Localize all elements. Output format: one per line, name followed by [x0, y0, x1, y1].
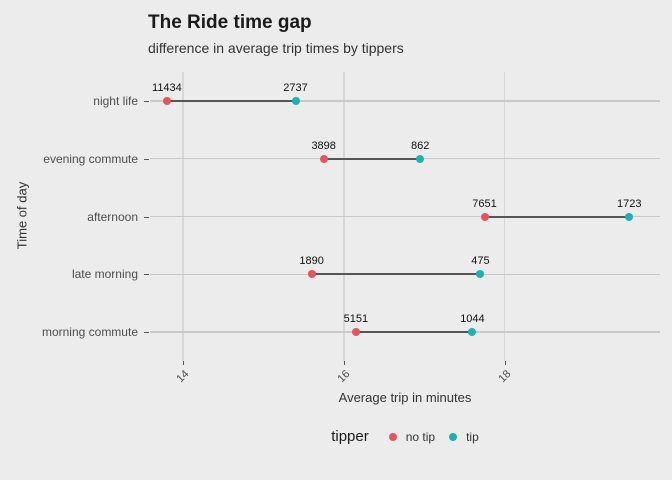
dumbbell-segment: [484, 215, 630, 218]
legend-key-dot: [449, 432, 458, 441]
point-value-label: 862: [410, 139, 430, 152]
y-axis-category-label: night life: [93, 93, 138, 108]
point-value-label: 7651: [472, 197, 497, 210]
point-value-label: 3898: [311, 139, 336, 152]
point-value-label: 2737: [283, 81, 308, 94]
y-tick-mark: [144, 158, 149, 160]
y-axis-category-label: morning commute: [41, 325, 138, 340]
data-point-tip: [416, 154, 425, 163]
point-value-label: 5151: [343, 313, 369, 326]
legend-entry-no-tip: no tip: [388, 429, 436, 444]
x-tick-mark: [183, 361, 184, 365]
data-point-tip: [476, 270, 485, 279]
data-point-tip: [468, 328, 477, 337]
dumbbell-segment: [166, 99, 296, 102]
point-value-label: 11434: [152, 81, 182, 94]
dumbbell-segment: [311, 273, 481, 276]
y-tick-mark: [144, 332, 149, 334]
y-axis-category-label: late morning: [71, 267, 138, 282]
y-axis-category-label: evening commute: [43, 151, 138, 166]
data-point-no-tip: [319, 154, 328, 163]
y-tick-mark: [144, 216, 149, 218]
y-axis-title: Time of day: [14, 181, 30, 250]
point-value-label: 1890: [299, 255, 324, 268]
legend-entry-tip: tip: [449, 430, 479, 444]
legend-entry-label: tip: [466, 429, 479, 444]
data-point-no-tip: [351, 328, 360, 337]
dumbbell-segment: [323, 157, 421, 160]
category-gridline: [150, 215, 660, 218]
data-point-no-tip: [162, 96, 171, 105]
legend-entry-label: no tip: [405, 429, 436, 444]
chart-title: The Ride time gap: [148, 12, 312, 33]
legend-key-dot: [388, 432, 397, 441]
x-tick-mark: [504, 361, 506, 365]
legend-title: tipper: [331, 428, 369, 445]
data-point-no-tip: [480, 212, 489, 221]
y-tick-mark: [144, 100, 149, 102]
y-tick-mark: [144, 274, 149, 276]
legend: tipper no tip tip: [150, 428, 660, 445]
y-axis-category-label: afternoon: [87, 209, 138, 224]
point-value-label: 475: [471, 255, 490, 268]
x-axis-title: Average trip in minutes: [338, 390, 472, 405]
category-gridline: [150, 100, 660, 102]
data-point-no-tip: [307, 270, 316, 279]
x-tick-mark: [343, 361, 345, 365]
dumbbell-segment: [355, 331, 473, 334]
chart-subtitle: difference in average trip times by tipp…: [148, 40, 404, 56]
point-value-label: 1044: [460, 313, 485, 326]
point-value-label: 1723: [616, 197, 642, 210]
data-point-tip: [625, 212, 634, 221]
data-point-tip: [291, 96, 300, 105]
